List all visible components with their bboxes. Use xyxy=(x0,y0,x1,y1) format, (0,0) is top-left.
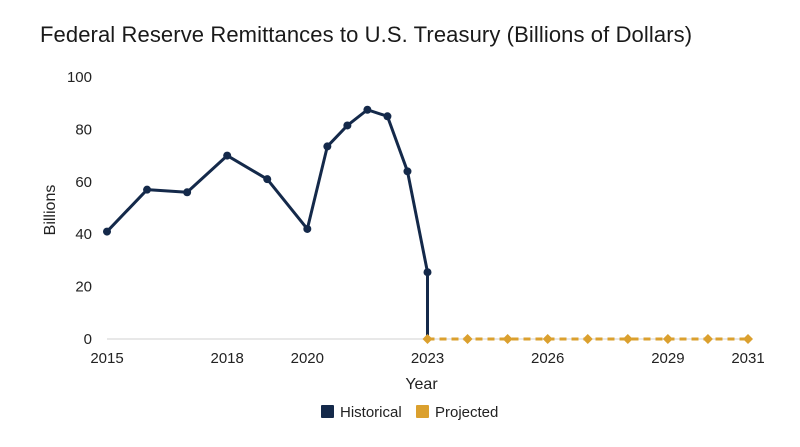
data-point-historical xyxy=(383,112,392,121)
x-tick-label: 2029 xyxy=(651,350,684,367)
data-point-historical xyxy=(263,175,272,184)
legend-label-projected: Projected xyxy=(435,404,498,421)
data-point-historical xyxy=(363,105,372,114)
y-tick-label: 80 xyxy=(75,121,92,138)
x-tick-label: 2031 xyxy=(731,350,764,367)
data-point-projected xyxy=(542,334,553,344)
data-point-historical xyxy=(343,121,352,130)
y-tick-label: 100 xyxy=(67,69,92,86)
data-point-historical xyxy=(423,268,432,277)
legend-swatch-projected xyxy=(416,405,429,418)
legend-swatch-historical xyxy=(321,405,334,418)
data-point-historical xyxy=(403,167,412,176)
x-axis-label: Year xyxy=(405,376,438,393)
data-point-projected xyxy=(422,334,433,344)
y-tick-label: 0 xyxy=(84,331,92,348)
x-tick-label: 2026 xyxy=(531,350,564,367)
data-point-historical xyxy=(323,142,332,151)
data-point-projected xyxy=(502,334,513,344)
data-point-projected xyxy=(582,334,593,344)
data-point-projected xyxy=(462,334,473,344)
data-point-projected xyxy=(662,334,673,344)
x-tick-label: 2015 xyxy=(90,350,123,367)
legend-label-historical: Historical xyxy=(340,404,402,421)
chart-title: Federal Reserve Remittances to U.S. Trea… xyxy=(40,22,693,47)
data-point-historical xyxy=(183,188,192,197)
x-tick-label: 2020 xyxy=(291,350,324,367)
data-point-projected xyxy=(622,334,633,344)
data-point-projected xyxy=(743,334,753,344)
y-tick-label: 40 xyxy=(75,226,92,243)
y-tick-label: 60 xyxy=(75,174,92,191)
y-axis-label: Billions xyxy=(42,185,59,236)
series-line-historical xyxy=(105,108,429,341)
x-tick-label: 2018 xyxy=(211,350,244,367)
data-point-historical xyxy=(103,227,111,236)
y-tick-label: 20 xyxy=(75,279,92,296)
data-point-historical xyxy=(223,151,232,160)
data-point-projected xyxy=(702,334,713,344)
x-tick-label: 2023 xyxy=(411,350,444,367)
data-point-historical xyxy=(143,185,152,194)
data-point-historical xyxy=(303,224,312,233)
